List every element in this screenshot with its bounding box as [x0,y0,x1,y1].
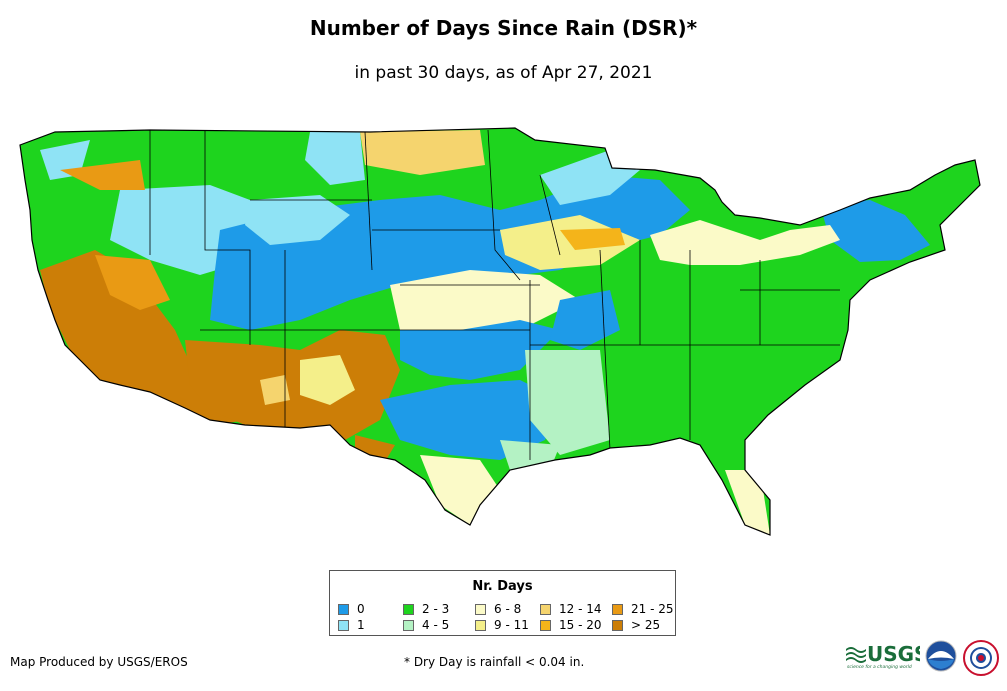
state-borders [149,129,840,460]
legend-swatch [338,603,349,615]
map-title: Number of Days Since Rain (DSR)* [309,16,698,40]
legend-item: > 25 [612,618,660,632]
legend-item: 12 - 14 [540,602,602,616]
legend-label: 2 - 3 [422,602,450,616]
legend-swatch [540,619,551,631]
region-12-14-az [260,375,290,405]
region-0-days-oklahoma [400,320,560,380]
legend-label: 6 - 8 [494,602,522,616]
legend: Nr. Days 0 1 2 - 3 4 - 5 6 - 8 9 - 11 12 - 14 1… [329,570,676,636]
legend-swatch [540,603,551,615]
legend-item: 6 - 8 [475,602,521,616]
legend-label: 15 - 20 [559,618,602,632]
region-21-25-nevada [95,255,170,310]
region-6-8-ohio-valley [650,220,840,265]
legend-title: Nr. Days [472,579,533,594]
usgs-wordmark: USGS [867,642,920,666]
region-12-14-nd [360,130,485,175]
legend-swatch [612,603,623,615]
legend-swatch [612,619,623,631]
region-21-25-oregon [60,160,145,190]
legend-swatch [475,603,486,615]
usgs-logo: USGS science for a changing world [846,642,920,670]
dry-day-note: * Dry Day is rainfall < 0.04 in. [404,655,585,669]
noaa-logo [925,640,957,672]
us-dsr-map [19,127,981,536]
legend-item: 9 - 11 [475,618,529,632]
region-gt25-southwest [185,330,400,440]
nws-logo [963,640,999,676]
legend-item: 21 - 25 [612,602,674,616]
legend-swatch [403,603,414,615]
region-4-5-lmv [525,350,610,455]
legend-item: 1 [338,618,365,632]
region-0-days-texas [380,380,560,460]
legend-label: 1 [357,618,365,632]
region-0-days-northeast [820,200,930,262]
usgs-tagline: science for a changing world [847,664,912,670]
legend-item: 15 - 20 [540,618,602,632]
legend-item: 4 - 5 [403,618,449,632]
legend-label: 4 - 5 [422,618,450,632]
legend-swatch [475,619,486,631]
map-subtitle: in past 30 days, as of Apr 27, 2021 [354,63,653,83]
legend-label: 0 [357,602,365,616]
legend-swatch [403,619,414,631]
legend-item: 2 - 3 [403,602,449,616]
legend-swatch [338,619,349,631]
region-6-8-florida [725,470,770,535]
region-6-8-kansas [390,270,580,340]
credit-text: Map Produced by USGS/EROS [10,655,188,669]
legend-label: 21 - 25 [631,602,674,616]
region-1-day-mt [305,132,365,185]
region-15-20-il [560,228,625,250]
region-9-11-nm [300,355,355,405]
legend-item: 0 [338,602,365,616]
legend-label: > 25 [631,618,661,632]
legend-label: 12 - 14 [559,602,602,616]
region-1-day-idaho [110,185,250,275]
region-1-day-wyoming [245,195,350,245]
legend-label: 9 - 11 [494,618,529,632]
